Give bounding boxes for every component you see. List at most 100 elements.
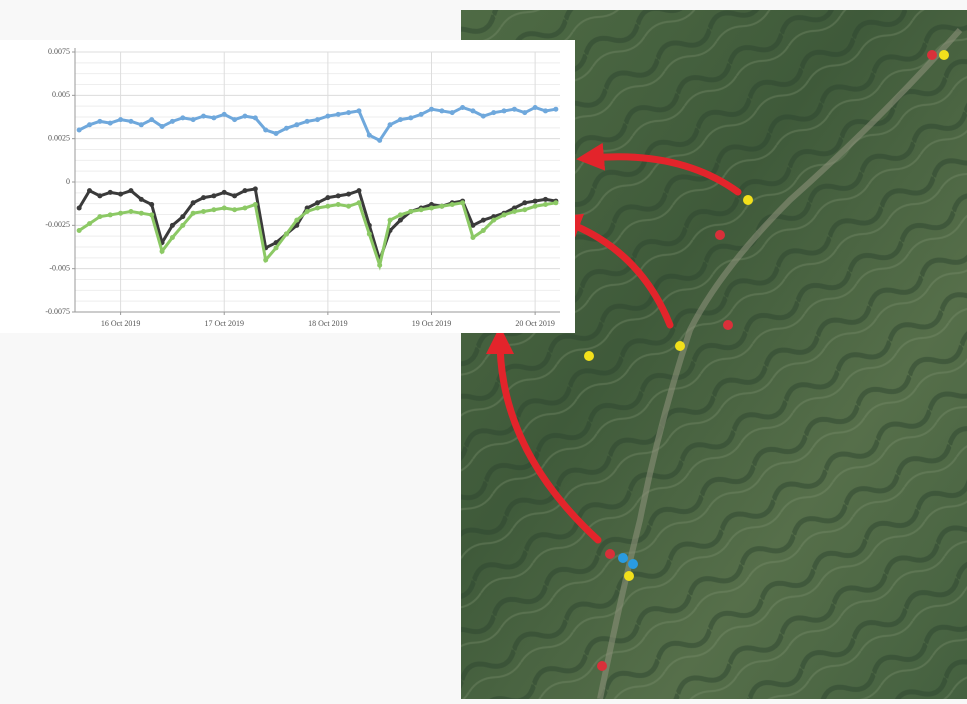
data-point — [191, 200, 196, 205]
data-point — [201, 209, 206, 214]
data-point — [533, 199, 538, 204]
data-point — [222, 206, 227, 211]
data-point — [481, 114, 486, 119]
data-point — [77, 128, 82, 133]
data-point — [118, 211, 123, 216]
blue-site — [618, 553, 628, 563]
data-point — [139, 211, 144, 216]
data-point — [460, 200, 465, 205]
data-point — [222, 112, 227, 117]
data-point — [346, 192, 351, 197]
data-point — [356, 108, 361, 113]
data-point — [377, 138, 382, 143]
data-point — [222, 190, 227, 195]
data-point — [398, 218, 403, 223]
y-tick-label: 0.005 — [52, 90, 70, 99]
data-point — [149, 202, 154, 207]
data-point — [553, 200, 558, 205]
data-point — [232, 193, 237, 198]
data-point — [211, 193, 216, 198]
data-point — [118, 192, 123, 197]
data-point — [315, 206, 320, 211]
data-point — [263, 258, 268, 263]
data-point — [77, 228, 82, 233]
data-point — [253, 202, 258, 207]
data-point — [118, 117, 123, 122]
data-point — [242, 114, 247, 119]
data-point — [160, 124, 165, 129]
data-point — [408, 209, 413, 214]
data-point — [512, 209, 517, 214]
data-point — [108, 121, 113, 126]
data-point — [108, 190, 113, 195]
yellow-site — [624, 571, 634, 581]
data-point — [97, 119, 102, 124]
data-point — [232, 207, 237, 212]
data-point — [139, 122, 144, 127]
data-point — [315, 117, 320, 122]
x-tick-label: 17 Oct 2019 — [204, 319, 244, 328]
data-point — [253, 186, 258, 191]
data-point — [470, 235, 475, 240]
data-point — [502, 212, 507, 217]
data-point — [191, 211, 196, 216]
data-point — [274, 245, 279, 250]
data-point — [305, 119, 310, 124]
y-tick-label: -0.005 — [49, 263, 70, 272]
data-point — [356, 200, 361, 205]
data-point — [522, 110, 527, 115]
data-point — [149, 212, 154, 217]
data-point — [325, 114, 330, 119]
data-point — [211, 115, 216, 120]
data-point — [242, 188, 247, 193]
data-point — [429, 107, 434, 112]
data-point — [180, 115, 185, 120]
data-point — [388, 218, 393, 223]
data-point — [491, 218, 496, 223]
data-point — [253, 115, 258, 120]
data-point — [481, 218, 486, 223]
data-point — [325, 195, 330, 200]
data-point — [336, 112, 341, 117]
data-point — [367, 232, 372, 237]
data-point — [170, 235, 175, 240]
data-point — [180, 223, 185, 228]
data-point — [232, 117, 237, 122]
data-point — [419, 112, 424, 117]
data-point — [398, 212, 403, 217]
data-point — [284, 126, 289, 131]
x-tick-label: 16 Oct 2019 — [101, 319, 141, 328]
data-point — [439, 108, 444, 113]
data-point — [128, 188, 133, 193]
data-point — [388, 122, 393, 127]
data-point — [533, 204, 538, 209]
data-point — [77, 206, 82, 211]
data-point — [305, 209, 310, 214]
red-site — [927, 50, 937, 60]
data-point — [533, 105, 538, 110]
data-point — [201, 195, 206, 200]
data-point — [191, 117, 196, 122]
data-point — [481, 228, 486, 233]
y-tick-label: 0.0025 — [48, 133, 70, 142]
data-point — [502, 108, 507, 113]
data-point — [346, 204, 351, 209]
data-point — [128, 119, 133, 124]
data-point — [377, 263, 382, 268]
data-point — [139, 197, 144, 202]
data-point — [470, 108, 475, 113]
chart-panel — [0, 40, 575, 333]
data-point — [439, 204, 444, 209]
yellow-site — [743, 195, 753, 205]
red-site — [723, 320, 733, 330]
yellow-site — [939, 50, 949, 60]
data-point — [491, 110, 496, 115]
y-tick-label: -0.0025 — [45, 220, 70, 229]
data-point — [356, 188, 361, 193]
data-point — [419, 207, 424, 212]
data-point — [274, 131, 279, 136]
data-point — [180, 214, 185, 219]
data-point — [367, 133, 372, 138]
red-site — [605, 549, 615, 559]
x-tick-label: 20 Oct 2019 — [515, 319, 555, 328]
